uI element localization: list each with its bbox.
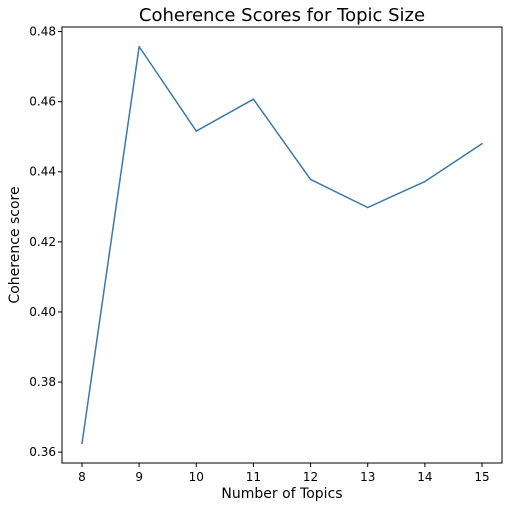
x-tick-label: 12	[303, 470, 318, 484]
x-tick-label: 13	[360, 470, 375, 484]
data-point	[81, 442, 83, 445]
series-layer	[81, 45, 483, 445]
y-axis-title: Coherence score	[7, 186, 23, 303]
y-tick-label: 0.36	[29, 445, 56, 459]
y-tick-label: 0.46	[29, 95, 56, 109]
chart-title: Coherence Scores for Topic Size	[139, 5, 425, 26]
data-point	[366, 206, 369, 209]
y-tick-label: 0.48	[29, 25, 56, 39]
x-axis-title: Number of Topics	[221, 486, 342, 502]
data-point	[195, 130, 198, 132]
data-point	[424, 180, 426, 183]
x-axis: 8 9 10 11 12 13 14 15	[78, 463, 490, 484]
y-tick-label: 0.38	[29, 375, 56, 389]
plot-area	[61, 26, 503, 464]
x-tick-label: 15	[474, 470, 489, 484]
series-line-0	[81, 45, 483, 444]
y-tick-label: 0.44	[29, 165, 56, 179]
x-tick-label: 11	[246, 470, 261, 484]
x-tick-label: 9	[135, 470, 143, 484]
x-tick-label: 14	[417, 470, 432, 484]
y-tick-label: 0.40	[29, 305, 56, 319]
data-point	[138, 45, 140, 48]
x-tick-label: 10	[189, 470, 204, 484]
y-axis: 0.36 0.38 0.40 0.42 0.44 0.46 0.48	[29, 25, 62, 459]
data-point	[481, 142, 483, 145]
data-point	[252, 98, 255, 100]
x-tick-label: 8	[78, 470, 86, 484]
data-point	[309, 178, 312, 181]
y-tick-label: 0.42	[29, 235, 56, 249]
